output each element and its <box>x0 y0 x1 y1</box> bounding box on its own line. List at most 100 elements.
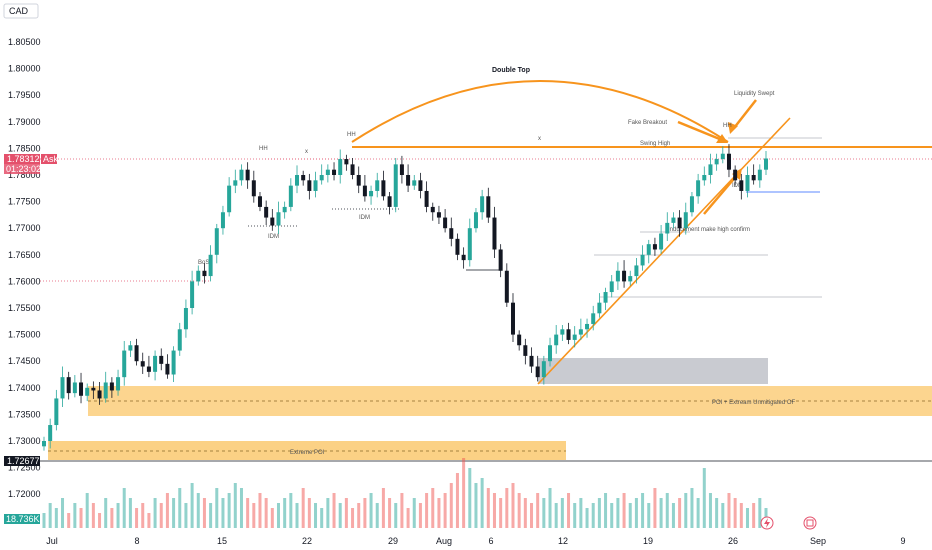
price-badge <box>4 154 40 164</box>
x-tick-label: Sep <box>810 536 826 546</box>
volume-bar <box>696 498 700 528</box>
candle-body <box>739 180 744 191</box>
volume-bar <box>486 488 490 528</box>
volume-bar <box>530 503 534 528</box>
y-tick-label: 1.75500 <box>8 303 41 313</box>
y-tick-label: 1.74500 <box>8 356 41 366</box>
volume-bar <box>597 498 601 528</box>
candle-body <box>498 249 503 271</box>
volume-bar <box>42 513 46 528</box>
candle-body <box>646 244 651 255</box>
volume-bar <box>604 493 608 528</box>
volume-bar <box>548 488 552 528</box>
candle-body <box>220 212 225 229</box>
candle-body <box>276 212 281 226</box>
candle-body <box>634 265 639 277</box>
currency-box[interactable] <box>3 3 39 19</box>
volume-bar <box>653 488 657 528</box>
extreme-poi-label: Extreme POI <box>290 450 325 456</box>
candle-body <box>72 382 77 394</box>
volume-bar <box>591 503 595 528</box>
double-top-label: Double Top <box>492 67 530 74</box>
candle-body <box>628 276 633 282</box>
level-badge-value: 1.72677 <box>7 456 40 466</box>
swing-high-label: Swing High <box>640 141 670 147</box>
volume-bars <box>42 458 768 528</box>
x-tick-label: 26 <box>728 536 738 546</box>
candle-body <box>338 159 343 175</box>
volume-bar <box>135 508 139 528</box>
volume-bar <box>462 458 466 528</box>
volume-bar <box>104 498 108 528</box>
volume-bar <box>641 493 645 528</box>
y-tick-label: 1.79500 <box>8 90 41 100</box>
candle-body <box>282 206 287 213</box>
y-tick-label: 1.73000 <box>8 436 41 446</box>
candle-body <box>572 334 577 340</box>
x-axis[interactable]: Jul 8 15 22 29 Aug 6 12 19 26 Sep 9 <box>46 536 905 546</box>
candle-body <box>436 212 441 218</box>
ask-badge <box>41 154 57 164</box>
candle-body <box>597 302 602 314</box>
volume-bar <box>665 493 669 528</box>
y-tick-label: 1.77500 <box>8 197 41 207</box>
candle-body <box>233 180 238 186</box>
candle-body <box>48 425 53 441</box>
volume-bar <box>455 473 459 528</box>
volume-bar <box>196 493 200 528</box>
candle-body <box>609 281 614 293</box>
volume-bar <box>492 493 496 528</box>
candle-body <box>239 169 244 181</box>
volume-bar <box>523 498 527 528</box>
volume-bar <box>690 488 694 528</box>
candle-body <box>473 212 478 229</box>
volume-bar <box>202 498 206 528</box>
x-tick-label: 29 <box>388 536 398 546</box>
lightning-icon[interactable] <box>760 516 774 530</box>
x-mark-2: x <box>538 136 541 142</box>
candle-body <box>424 190 429 207</box>
candle-body <box>325 169 330 175</box>
candle-body <box>714 159 719 165</box>
candle-body <box>54 398 59 426</box>
event-icon[interactable] <box>803 516 817 530</box>
volume-bar <box>301 488 305 528</box>
candle-body <box>689 196 694 213</box>
volume-bar <box>443 493 447 528</box>
candle-body <box>60 377 65 399</box>
volume-bar <box>172 498 176 528</box>
y-tick-label: 1.75000 <box>8 330 41 340</box>
candle-body <box>757 169 762 181</box>
idm-label-2: IDM <box>359 215 370 221</box>
volume-bar <box>283 498 287 528</box>
candle-body <box>683 212 688 229</box>
candle-body <box>140 361 145 367</box>
idm-label-1: IDM <box>268 234 279 240</box>
x-tick-label: 6 <box>488 536 493 546</box>
y-axis[interactable]: 1.80500 1.80000 1.79500 1.79000 1.78500 1.780… <box>8 37 41 499</box>
volume-bar <box>320 508 324 528</box>
volume-bar <box>351 508 355 528</box>
fake-breakout-label: Fake Breakout <box>628 120 667 126</box>
candle-body <box>418 180 423 191</box>
volume-bar <box>536 493 540 528</box>
hh-label-2: HH <box>347 132 356 138</box>
candle-body <box>165 363 170 375</box>
candle-body <box>257 196 262 207</box>
volume-bar <box>54 508 58 528</box>
candle-body <box>708 164 713 175</box>
candle-body <box>146 366 151 372</box>
candle-body <box>591 313 596 324</box>
inducement-label: Inducement make high confirm <box>668 227 750 233</box>
volume-bar <box>239 488 243 528</box>
candle-body <box>665 222 670 234</box>
y-tick-label: 1.77000 <box>8 223 41 233</box>
volume-bar <box>733 498 737 528</box>
candle-body <box>134 345 139 362</box>
volume-bar <box>110 508 114 528</box>
candle-body <box>486 196 491 218</box>
volume-bar <box>560 498 564 528</box>
candle-body <box>671 217 676 223</box>
hh-label-1: HH <box>259 146 268 152</box>
